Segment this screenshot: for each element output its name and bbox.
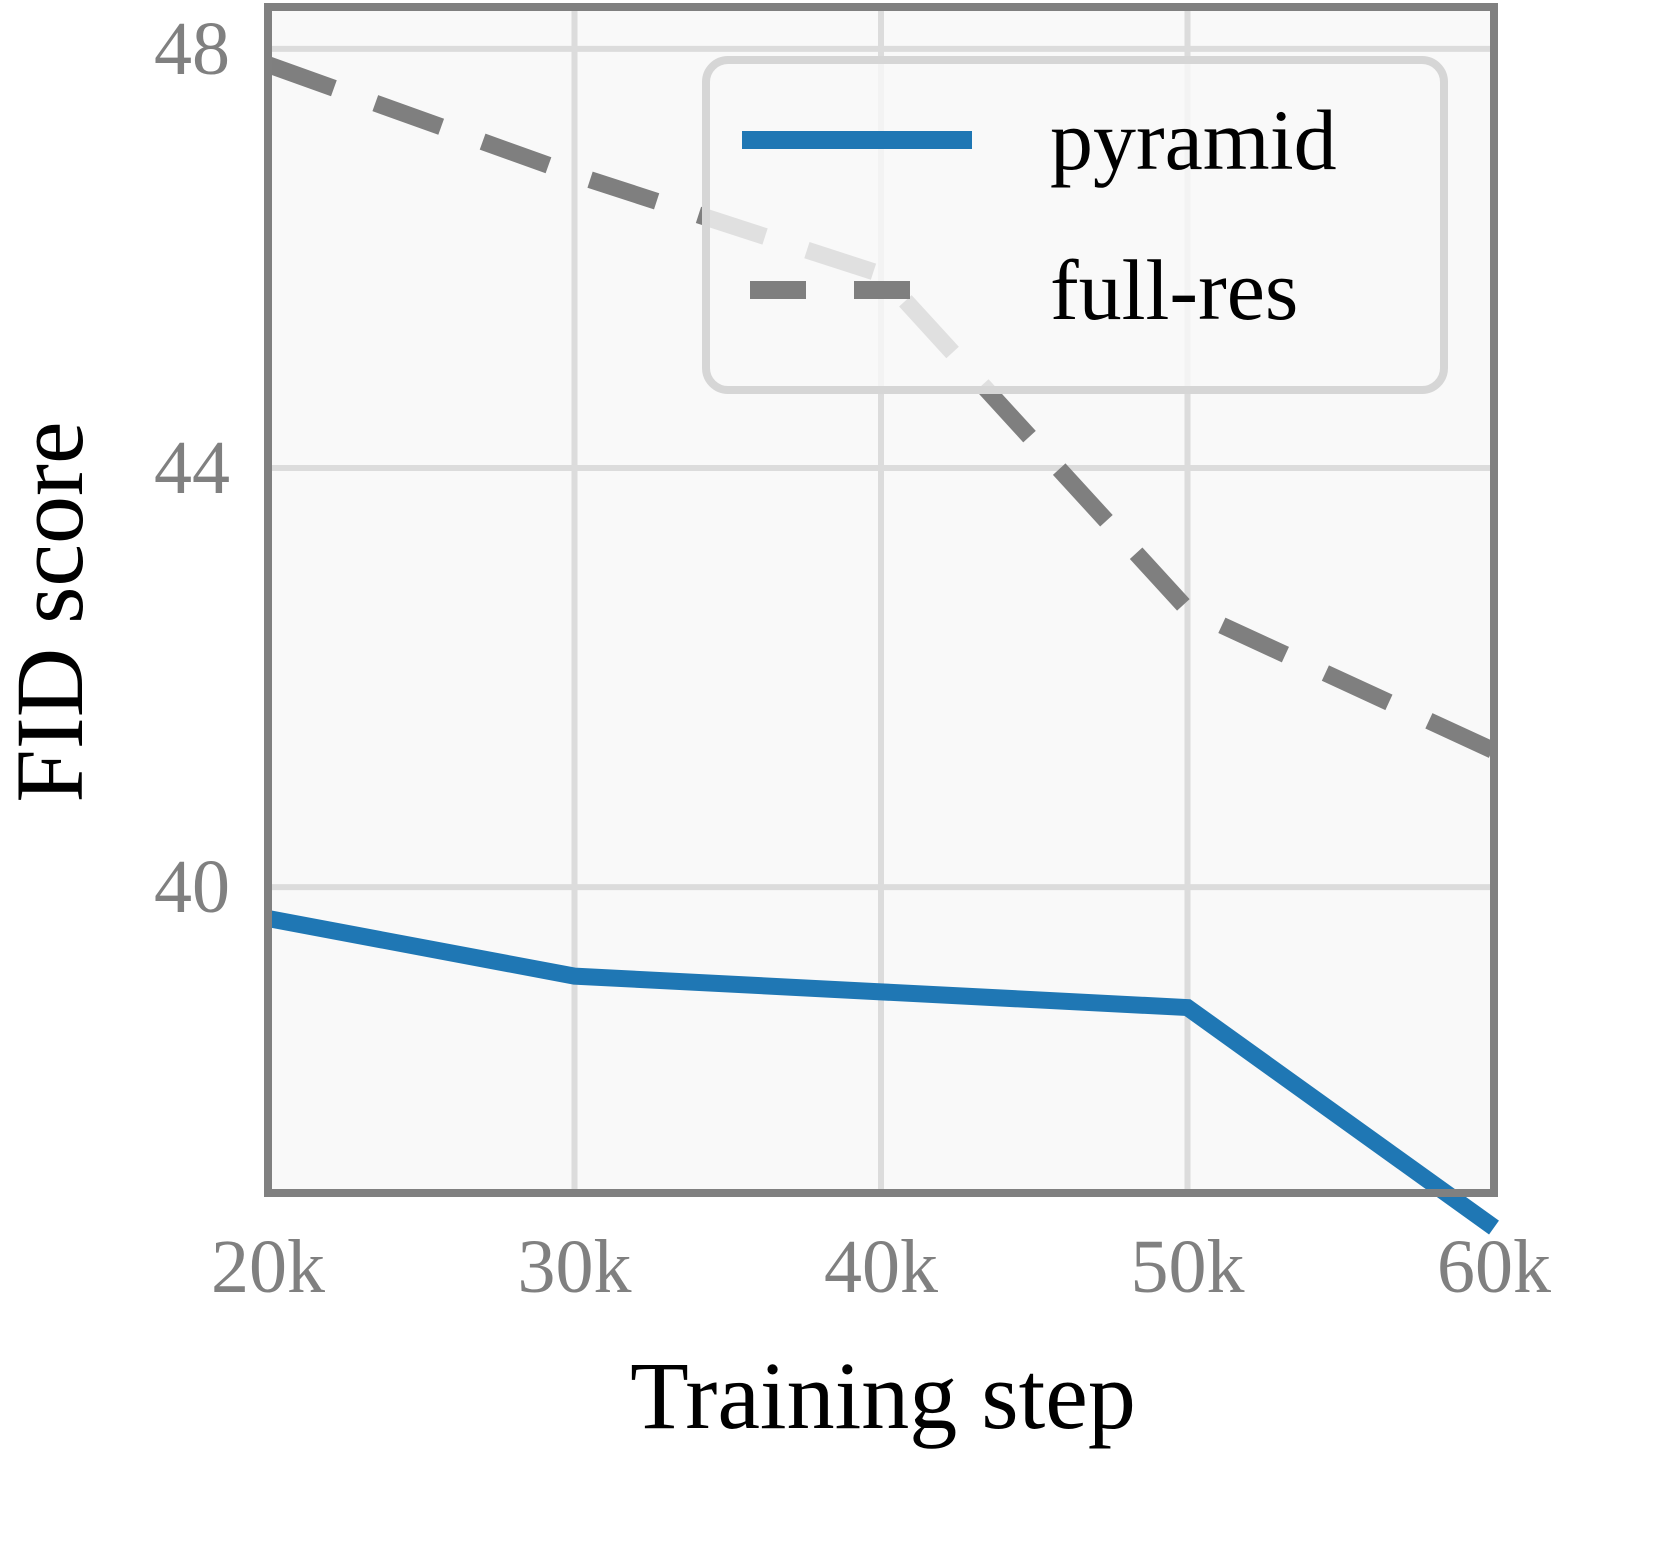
legend-label-full-res: full-res bbox=[1050, 242, 1298, 338]
series-lines bbox=[265, 56, 1499, 1235]
x-tick-labels: 20k 30k 40k 50k 60k bbox=[211, 1225, 1551, 1309]
y-tick-label-0: 40 bbox=[154, 845, 230, 929]
y-tick-label-2: 48 bbox=[154, 7, 230, 91]
y-tick-labels: 40 44 48 bbox=[154, 7, 230, 929]
series-line-pyramid bbox=[266, 910, 1499, 1235]
x-tick-label-2: 40k bbox=[824, 1225, 938, 1309]
y-tick-label-1: 44 bbox=[154, 426, 230, 510]
x-axis-label: Training step bbox=[630, 1342, 1136, 1449]
legend: pyramid full-res bbox=[702, 56, 1448, 394]
x-tick-label-4: 60k bbox=[1437, 1225, 1551, 1309]
y-axis-label: FID score bbox=[0, 421, 103, 802]
x-tick-label-0: 20k bbox=[211, 1225, 325, 1309]
legend-label-pyramid: pyramid bbox=[1050, 92, 1337, 188]
x-tick-label-1: 30k bbox=[518, 1225, 632, 1309]
x-tick-label-3: 50k bbox=[1131, 1225, 1245, 1309]
plot-frame bbox=[264, 3, 1498, 1197]
